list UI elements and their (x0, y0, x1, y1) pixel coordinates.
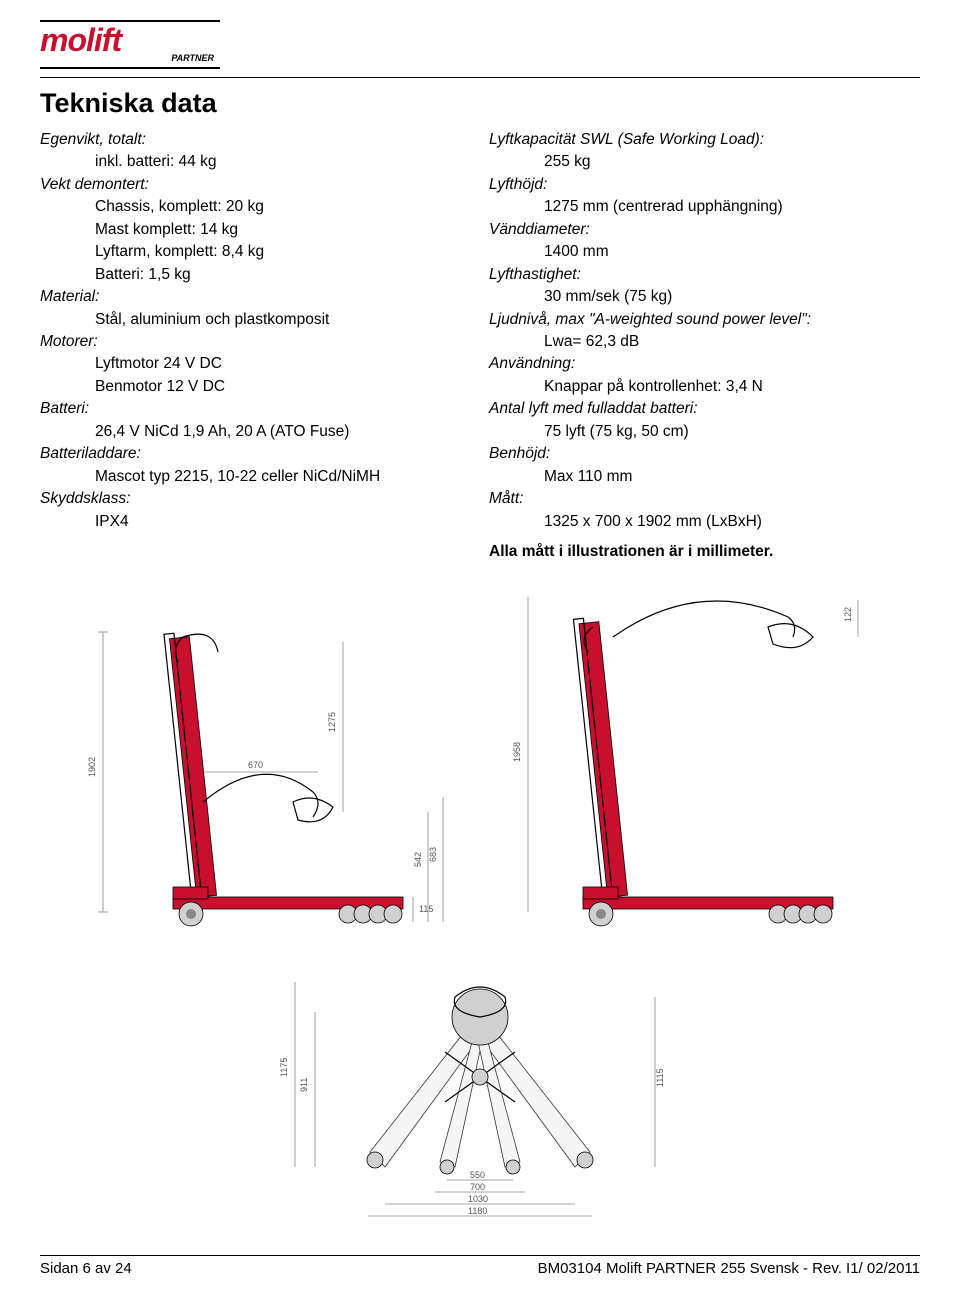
dim-label: 1902 (87, 757, 97, 777)
spec-value: 26,4 V NiCd 1,9 Ah, 20 A (ATO Fuse) (40, 421, 471, 443)
spec-value: Benmotor 12 V DC (40, 376, 471, 398)
spec-columns: Egenvikt, totalt: inkl. batteri: 44 kg V… (40, 129, 920, 564)
dim-label: 1275 (327, 712, 337, 732)
dim-label: 911 (299, 1077, 309, 1091)
dim-label: 1030 (468, 1194, 488, 1204)
top-divider (40, 77, 920, 78)
spec-label: Egenvikt, totalt: (40, 129, 471, 151)
spec-label: Mått: (489, 488, 920, 510)
dim-label: 122 (843, 607, 853, 622)
spec-label: Lyfthastighet: (489, 264, 920, 286)
page-footer: Sidan 6 av 24 BM03104 Molift PARTNER 255… (40, 1255, 920, 1277)
spec-value: inkl. batteri: 44 kg (40, 151, 471, 173)
dim-label: 542 (413, 852, 423, 867)
dim-label: 683 (428, 847, 438, 862)
spec-value: 1325 x 700 x 1902 mm (LxBxH) (489, 511, 920, 533)
drawing-top: 1175 911 1115 550 700 1030 1180 (250, 942, 710, 1222)
spec-value: Lwa= 62,3 dB (489, 331, 920, 353)
left-column: Egenvikt, totalt: inkl. batteri: 44 kg V… (40, 129, 471, 564)
spec-label: Ljudnivå, max "A-weighted sound power le… (489, 309, 920, 331)
spec-label: Batteri: (40, 398, 471, 420)
spec-value: 1400 mm (489, 241, 920, 263)
spec-label: Material: (40, 286, 471, 308)
spec-value: Max 110 mm (489, 466, 920, 488)
dim-label: 115 (419, 904, 433, 914)
dim-label: 1958 (512, 742, 522, 762)
dim-label: 1180 (468, 1206, 487, 1216)
spec-label: Batteriladdare: (40, 443, 471, 465)
drawing-side-high: 1958 122 (498, 582, 898, 932)
footer-right: BM03104 Molift PARTNER 255 Svensk - Rev.… (538, 1260, 920, 1277)
footer-left: Sidan 6 av 24 (40, 1260, 132, 1277)
spec-value: IPX4 (40, 511, 471, 533)
spec-value: 30 mm/sek (75 kg) (489, 286, 920, 308)
spec-value: 75 lyft (75 kg, 50 cm) (489, 421, 920, 443)
side-drawings: 1902 1275 670 115 542 683 (40, 582, 920, 932)
spec-value: 255 kg (489, 151, 920, 173)
dim-label: 1175 (279, 1057, 289, 1076)
spec-value: Batteri: 1,5 kg (40, 264, 471, 286)
spec-value: Knappar på kontrollenhet: 3,4 N (489, 376, 920, 398)
spec-label: Användning: (489, 353, 920, 375)
illustration-note: Alla mått i illustrationen är i millimet… (489, 541, 920, 563)
dim-label: 670 (248, 760, 263, 770)
spec-value: 1275 mm (centrerad upphängning) (489, 196, 920, 218)
dim-label: 550 (470, 1170, 485, 1180)
spec-value: Lyftmotor 24 V DC (40, 353, 471, 375)
spec-label: Lyftkapacität SWL (Safe Working Load): (489, 129, 920, 151)
spec-value: Chassis, komplett: 20 kg (40, 196, 471, 218)
brand-name: molift (40, 26, 220, 55)
spec-label: Motorer: (40, 331, 471, 353)
dim-label: 700 (470, 1182, 485, 1192)
spec-label: Antal lyft med fulladdat batteri: (489, 398, 920, 420)
right-column: Lyftkapacität SWL (Safe Working Load): 2… (489, 129, 920, 564)
spec-label: Vänddiameter: (489, 219, 920, 241)
spec-value: Stål, aluminium och plastkomposit (40, 309, 471, 331)
spec-value: Lyftarm, komplett: 8,4 kg (40, 241, 471, 263)
spec-label: Lyfthöjd: (489, 174, 920, 196)
spec-value: Mascot typ 2215, 10-22 celler NiCd/NiMH (40, 466, 471, 488)
dim-label: 1115 (655, 1068, 665, 1087)
spec-label: Skyddsklass: (40, 488, 471, 510)
page-title: Tekniska data (40, 88, 920, 119)
top-drawing-wrap: 1175 911 1115 550 700 1030 1180 (40, 942, 920, 1227)
spec-label: Benhöjd: (489, 443, 920, 465)
spec-label: Vekt demontert: (40, 174, 471, 196)
drawing-side-low: 1902 1275 670 115 542 683 (63, 602, 453, 932)
brand-logo: molift PARTNER (40, 20, 220, 69)
spec-value: Mast komplett: 14 kg (40, 219, 471, 241)
